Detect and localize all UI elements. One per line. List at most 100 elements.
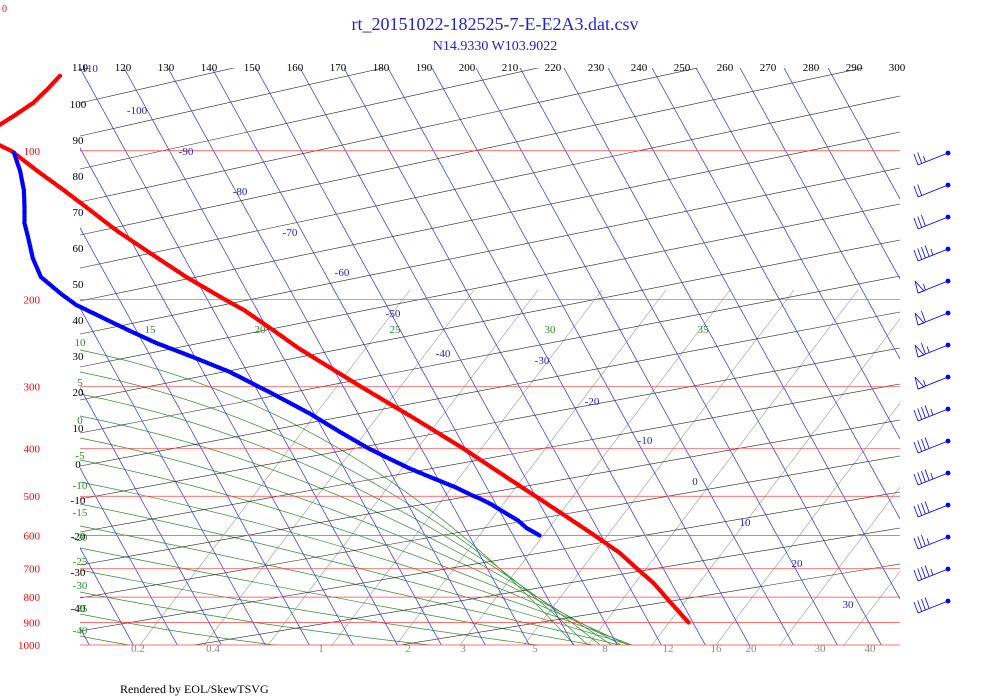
dry-adiabat-label: 20 xyxy=(73,387,85,399)
moist-adiabat xyxy=(80,349,575,645)
wind-barb-staff xyxy=(917,440,949,454)
isotherm-line xyxy=(80,387,222,645)
top-tick-label: 130 xyxy=(158,62,175,74)
wind-barb-feather xyxy=(913,409,919,422)
wind-barb-feather xyxy=(913,441,919,454)
wind-barb-half-feather xyxy=(923,283,926,291)
wind-barb-half-feather xyxy=(923,379,926,387)
pressure-tick-label: 400 xyxy=(24,443,41,455)
isotherm-line xyxy=(651,68,900,520)
wind-barb-half-feather xyxy=(930,248,934,256)
moist-adiabat xyxy=(80,481,633,645)
mixing-ratio-label: 8 xyxy=(602,643,608,655)
wind-barb-feather xyxy=(921,342,926,355)
pressure-tick-label: 200 xyxy=(24,295,41,307)
dry-adiabat xyxy=(80,275,900,434)
wind-barb-pennant xyxy=(914,376,925,390)
dry-adiabat-label: -10 xyxy=(71,495,86,507)
wind-barb-pennant xyxy=(914,344,925,358)
dry-adiabat-label: -30 xyxy=(71,567,86,579)
wind-barb-feather xyxy=(913,473,919,486)
wind-barb-half-feather xyxy=(926,346,930,353)
wind-barb xyxy=(913,150,951,166)
pressure-tick-label: 1000 xyxy=(18,640,41,652)
dry-adiabat xyxy=(80,203,900,368)
mixing-ratio-label: 12 xyxy=(663,643,674,655)
wind-barb-feather xyxy=(917,248,923,260)
isotherm-label: -80 xyxy=(233,186,248,198)
wind-barb-feather xyxy=(924,469,930,481)
isotherm-label: -50 xyxy=(386,308,401,320)
top-tick-label: 110 xyxy=(72,62,89,74)
wind-barb-feather xyxy=(913,217,919,230)
top-tick-label: 230 xyxy=(588,62,605,74)
dry-adiabat-label: 90 xyxy=(73,135,85,147)
wind-barb-feather xyxy=(921,534,926,547)
wind-barb xyxy=(913,182,951,198)
wind-barb xyxy=(913,565,951,582)
wind-barb-half-feather xyxy=(930,472,934,480)
wind-barb xyxy=(914,278,951,294)
dry-adiabat xyxy=(80,455,900,599)
wind-barb-feather xyxy=(921,598,926,611)
moist-adiabat-label: -35 xyxy=(73,603,88,615)
moist-adiabat xyxy=(80,613,278,645)
pressure-tick-label: 900 xyxy=(24,617,41,629)
pressure-tick-label: 700 xyxy=(24,563,41,575)
chart-title: rt_20151022-182525-7-E-E2A3.dat.csv xyxy=(352,14,639,34)
mixing-ratio-line xyxy=(395,289,667,645)
wind-barb xyxy=(913,405,951,422)
moist-adiabat-label: -30 xyxy=(73,580,88,592)
isotherm-line xyxy=(80,467,178,645)
isotherm-line xyxy=(519,68,838,645)
top-tick-label: 170 xyxy=(330,62,347,74)
dry-adiabat xyxy=(80,68,539,170)
dry-adiabat xyxy=(80,491,900,632)
moist-adiabat xyxy=(80,503,632,645)
temperature-point xyxy=(0,142,2,147)
wind-barb-feather xyxy=(921,566,926,579)
top-tick-label: 150 xyxy=(244,62,261,74)
mixing-ratio-line xyxy=(651,318,900,645)
wind-barb-feather xyxy=(921,214,926,227)
footer-credit: Rendered by EOL/SkewTSVG xyxy=(120,682,269,696)
isotherm-label: -20 xyxy=(585,396,600,408)
top-tick-label: 270 xyxy=(760,62,777,74)
pressure-tick-label: 600 xyxy=(24,530,41,542)
wind-barb-staff xyxy=(917,216,949,230)
dry-adiabat-label: -40 xyxy=(71,603,86,615)
mixing-ratio-label: 1 xyxy=(318,643,324,655)
moist-adiabat-label: -10 xyxy=(73,480,88,492)
moist-adiabat xyxy=(80,371,589,645)
isotherm-label: 30 xyxy=(843,599,855,611)
wind-barb-pennant xyxy=(914,312,925,326)
wind-barb-feather xyxy=(917,408,923,420)
top-tick-label: 210 xyxy=(502,62,519,74)
moist-adiabat-label: 20 xyxy=(255,324,267,336)
moist-adiabat-label: 5 xyxy=(77,377,83,389)
wind-barb-half-feather xyxy=(930,568,934,576)
isotherm-label: -70 xyxy=(283,227,298,239)
moist-adiabat xyxy=(80,525,622,645)
wind-barb-feather xyxy=(921,438,926,451)
isotherm-line xyxy=(0,68,1,645)
top-tick-label: 180 xyxy=(373,62,390,74)
wind-barb-feather xyxy=(924,245,930,257)
isotherm-line xyxy=(255,68,574,645)
mixing-ratio-label: 0.2 xyxy=(131,643,145,655)
mixing-ratio-label: 20 xyxy=(746,643,758,655)
dry-adiabat xyxy=(398,563,900,645)
wind-barb-feather xyxy=(917,568,923,580)
wind-barb xyxy=(913,214,951,230)
moist-adiabat xyxy=(80,393,601,645)
mixing-ratio-label: 30 xyxy=(815,643,827,655)
moist-adiabat-label: 10 xyxy=(75,337,87,349)
dry-adiabat xyxy=(80,239,900,401)
mixing-ratio-line xyxy=(715,402,900,645)
wind-barb-staff xyxy=(917,504,949,518)
dry-adiabat-label: 10 xyxy=(73,423,85,435)
isotherm-label: 20 xyxy=(792,558,804,570)
pressure-tick-label: 300 xyxy=(24,382,41,394)
